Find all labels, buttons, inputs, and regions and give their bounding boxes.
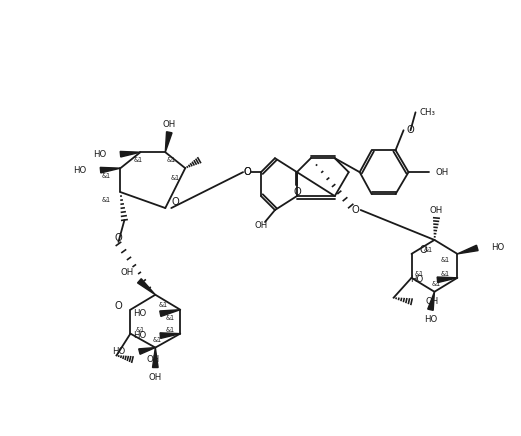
Polygon shape — [160, 333, 180, 338]
Text: OH: OH — [121, 268, 134, 277]
Polygon shape — [437, 277, 457, 283]
Text: &1: &1 — [136, 327, 145, 333]
Text: OH: OH — [146, 355, 159, 364]
Text: O: O — [293, 187, 301, 197]
Polygon shape — [139, 347, 155, 354]
Text: OH: OH — [148, 373, 162, 382]
Text: HO: HO — [410, 275, 424, 284]
Text: O: O — [243, 167, 251, 177]
Text: HO: HO — [73, 166, 86, 175]
Text: &1: &1 — [102, 197, 111, 203]
Text: OH: OH — [430, 205, 443, 215]
Text: &1: &1 — [441, 271, 450, 277]
Polygon shape — [153, 347, 158, 368]
Text: O: O — [406, 125, 414, 135]
Polygon shape — [457, 245, 478, 254]
Polygon shape — [138, 279, 155, 295]
Text: O: O — [171, 197, 179, 207]
Text: &1: &1 — [415, 271, 424, 277]
Text: &1: &1 — [166, 327, 175, 333]
Polygon shape — [165, 132, 172, 152]
Polygon shape — [160, 310, 180, 317]
Text: O: O — [352, 205, 359, 215]
Text: OH: OH — [426, 297, 439, 306]
Text: &1: &1 — [441, 257, 450, 263]
Text: &1: &1 — [171, 175, 180, 181]
Text: O: O — [115, 301, 122, 311]
Text: &1: &1 — [153, 337, 162, 343]
Text: HO: HO — [491, 243, 504, 252]
Text: HO: HO — [93, 150, 106, 159]
Text: &1: &1 — [424, 247, 433, 253]
Text: HO: HO — [133, 331, 146, 340]
Text: HO: HO — [424, 315, 437, 324]
Text: O: O — [243, 167, 251, 177]
Text: OH: OH — [254, 221, 268, 231]
Text: &1: &1 — [102, 173, 111, 179]
Text: &1: &1 — [432, 281, 441, 287]
Text: O: O — [115, 233, 122, 243]
Text: HO: HO — [112, 347, 126, 356]
Polygon shape — [100, 167, 120, 173]
Text: &1: &1 — [167, 157, 176, 163]
Text: CH₃: CH₃ — [419, 108, 436, 117]
Text: OH: OH — [163, 120, 176, 129]
Text: &1: &1 — [166, 315, 175, 321]
Text: HO: HO — [133, 309, 146, 318]
Text: &1: &1 — [134, 157, 143, 163]
Text: OH: OH — [436, 168, 449, 177]
Polygon shape — [120, 151, 140, 157]
Text: &1: &1 — [159, 302, 168, 308]
Text: O: O — [419, 245, 427, 255]
Polygon shape — [428, 292, 435, 310]
